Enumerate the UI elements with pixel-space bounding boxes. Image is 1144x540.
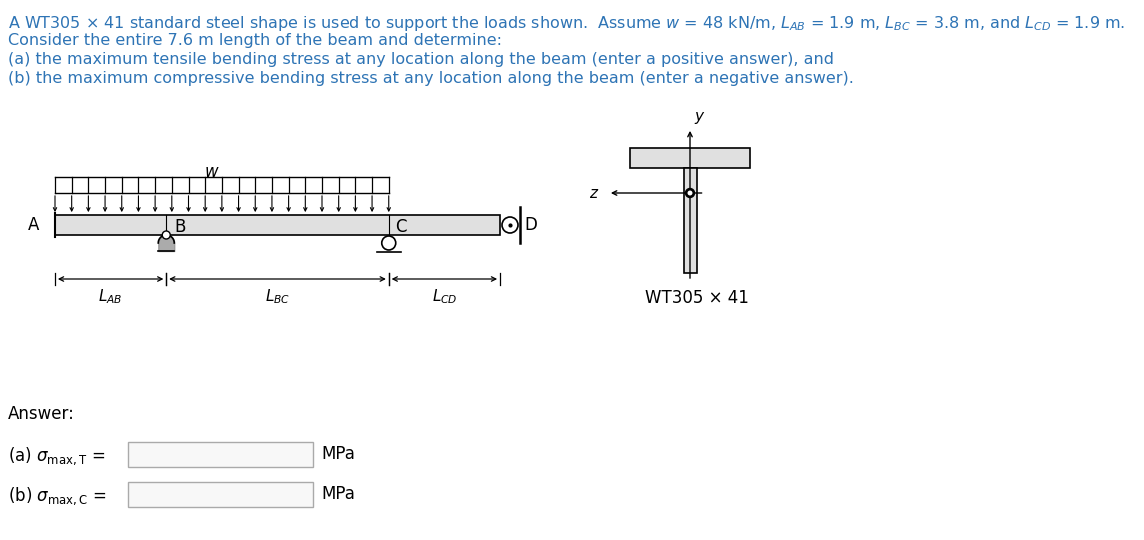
Text: $y$: $y$ — [694, 110, 706, 126]
Bar — [630, 148, 750, 168]
Circle shape — [685, 188, 694, 198]
Circle shape — [502, 217, 518, 233]
Text: $w$: $w$ — [204, 163, 220, 181]
Text: D: D — [524, 216, 537, 234]
Bar — [55, 215, 500, 235]
Text: Answer:: Answer: — [8, 405, 74, 423]
Text: (a) the maximum tensile bending stress at any location along the beam (enter a p: (a) the maximum tensile bending stress a… — [8, 52, 834, 67]
Text: (b) the maximum compressive bending stress at any location along the beam (enter: (b) the maximum compressive bending stre… — [8, 71, 853, 86]
Text: WT305 × 41: WT305 × 41 — [645, 289, 749, 307]
Text: $L_{CD}$: $L_{CD}$ — [431, 287, 458, 306]
Text: A: A — [27, 216, 39, 234]
Bar — [128, 482, 313, 507]
Text: (a) $\sigma_{\mathrm{max,T}}$ =: (a) $\sigma_{\mathrm{max,T}}$ = — [8, 445, 105, 467]
Bar — [128, 442, 313, 467]
Text: Consider the entire 7.6 m length of the beam and determine:: Consider the entire 7.6 m length of the … — [8, 33, 502, 48]
Text: $L_{BC}$: $L_{BC}$ — [265, 287, 291, 306]
Text: $L_{AB}$: $L_{AB}$ — [98, 287, 122, 306]
Text: C: C — [395, 218, 406, 236]
Text: MPa: MPa — [321, 445, 355, 463]
Circle shape — [688, 191, 692, 195]
Circle shape — [382, 236, 396, 250]
Text: A WT305 $\times$ 41 standard steel shape is used to support the loads shown.  As: A WT305 $\times$ 41 standard steel shape… — [8, 14, 1126, 33]
Text: MPa: MPa — [321, 485, 355, 503]
Text: $z$: $z$ — [589, 186, 599, 201]
Text: (b) $\sigma_{\mathrm{max,C}}$ =: (b) $\sigma_{\mathrm{max,C}}$ = — [8, 485, 106, 507]
Text: B: B — [174, 218, 185, 236]
Bar — [683, 168, 697, 273]
Circle shape — [162, 231, 170, 239]
